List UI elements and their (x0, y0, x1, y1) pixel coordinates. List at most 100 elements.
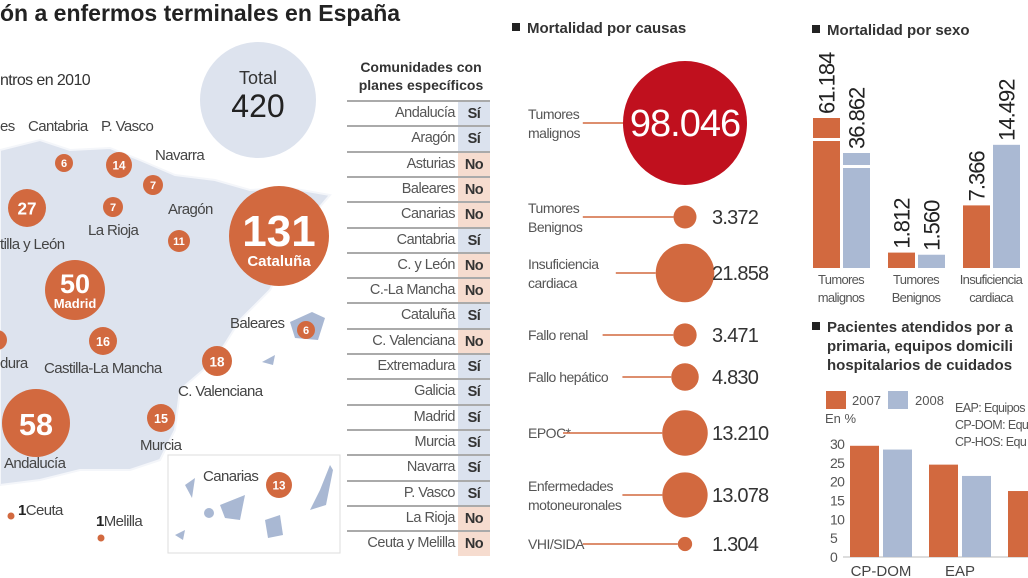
sex-value: 61.184 (815, 52, 840, 114)
plan-status: No (458, 152, 490, 177)
cause-value: 13.210 (712, 423, 769, 445)
community-name: Andalucía (395, 105, 456, 121)
map-bubble-value: 11 (173, 236, 185, 248)
sex-category: malignos (818, 290, 866, 305)
cause-label: Enfermedades (528, 478, 614, 494)
table-row: Baleares No (347, 175, 490, 202)
map-region-label: Baleares (230, 315, 285, 332)
y-tick: 15 (830, 492, 845, 508)
patients-bar (962, 475, 991, 557)
map-region-label: Andalucía (4, 455, 66, 472)
legend-label: 2008 (915, 393, 944, 408)
cause-label: Benignos (528, 219, 583, 235)
sex-value: 7.366 (965, 151, 990, 202)
melilla-label: 1Melilla (96, 513, 143, 530)
plan-status: No (458, 279, 490, 304)
sex-bar (963, 205, 990, 268)
cause-label: Tumores (528, 106, 580, 122)
x-category: EAP (945, 563, 975, 578)
map-bubble-label: Madrid (54, 296, 97, 311)
table-row: C. Valenciana No (347, 327, 490, 354)
community-name: P. Vasco (403, 484, 456, 501)
table-row: Galicia Sí (347, 378, 490, 405)
plan-status: Sí (458, 127, 490, 152)
sex-bar (843, 153, 870, 268)
plan-status: Sí (458, 102, 490, 126)
cause-label: motoneuronales (528, 497, 622, 513)
cause-label: Fallo renal (528, 327, 588, 343)
table-row: Navarra Sí (347, 454, 490, 481)
y-tick: 20 (830, 474, 845, 490)
community-name: C. y León (397, 256, 455, 273)
map-region-label: Canarias (203, 468, 259, 485)
legend-label: 2007 (852, 393, 881, 408)
map-bubble-value: 6 (303, 325, 309, 337)
patients-bar (929, 464, 958, 557)
map-bubble (297, 321, 315, 339)
sexo-title: Mortalidad por sexo (812, 22, 970, 39)
cause-bubble (677, 536, 693, 552)
map-region-label: tilla y León (0, 236, 65, 253)
map-bubble (168, 230, 190, 252)
y-tick: 10 (830, 511, 845, 527)
causas-bubble-chart: Tumores malignos 98.046 Tumores Benignos 3.37… (528, 61, 770, 556)
map-bubble (202, 346, 232, 376)
table-row: Cataluña Sí (347, 302, 490, 329)
y-tick: 0 (830, 549, 838, 565)
legend-note: CP-DOM: Equ (955, 418, 1028, 432)
legend-swatch (888, 391, 908, 409)
y-label: En % (825, 411, 857, 426)
legend-note: EAP: Equipos (955, 401, 1025, 415)
map-bubble (89, 327, 117, 355)
cause-value: 1.304 (712, 534, 759, 556)
canarias-inset (167, 454, 341, 554)
table-row: Ceuta y Melilla No (347, 530, 490, 557)
plan-status: Sí (458, 481, 490, 506)
map-bubble (8, 189, 46, 227)
map-region-label: Castilla-La Mancha (44, 360, 162, 377)
cause-label: VHI/SIDA (528, 536, 585, 552)
map-bubble-value: 13 (272, 480, 286, 493)
legend-swatch (826, 391, 846, 409)
map-bubble (2, 389, 70, 457)
cause-label: cardiaca (528, 275, 578, 291)
map-bubble-value: 6 (61, 158, 67, 170)
table-row: Asturias No (347, 150, 490, 177)
pacientes-title: Pacientes atendidos por a primaria, equip… (812, 318, 1013, 375)
table-row: C.-La Mancha No (347, 277, 490, 304)
cause-value: 98.046 (630, 103, 740, 145)
patients-bar (883, 449, 912, 557)
cause-label: Tumores (528, 200, 580, 216)
cause-value: 4.830 (712, 367, 759, 389)
y-tick: 5 (830, 530, 838, 546)
sex-category: Benignos (892, 290, 942, 305)
map-region-label: es (0, 118, 15, 135)
plan-status: No (458, 203, 490, 228)
map-bubble-value: 27 (17, 200, 36, 219)
extremadura-bubble (0, 330, 7, 350)
cause-bubble (662, 472, 708, 518)
sex-category: Tumores (818, 272, 865, 287)
axis-break (813, 138, 840, 141)
map-bubble (147, 404, 175, 432)
plan-status: No (458, 329, 490, 354)
table-row: Canarias No (347, 201, 490, 228)
community-name: Asturias (406, 155, 456, 172)
table-row: Madrid Sí (347, 403, 490, 430)
plan-status: Sí (458, 355, 490, 379)
community-name: Baleares (401, 180, 456, 197)
cause-bubble (655, 243, 715, 303)
map-region-label: dura (0, 355, 28, 372)
sex-category: Tumores (893, 272, 940, 287)
community-name: Cantabria (396, 231, 456, 248)
axis-break (843, 165, 870, 168)
table-row: P. Vasco Sí (347, 479, 490, 506)
community-name: Navarra (406, 459, 456, 476)
community-name: Murcia (414, 433, 455, 450)
map-bubble-value: 16 (96, 335, 110, 349)
map-bubble (143, 175, 163, 195)
map-region-label: Navarra (155, 147, 205, 164)
map-bubble-value: 58 (19, 408, 53, 442)
plan-status: Sí (458, 228, 490, 253)
plan-status: No (458, 532, 490, 557)
